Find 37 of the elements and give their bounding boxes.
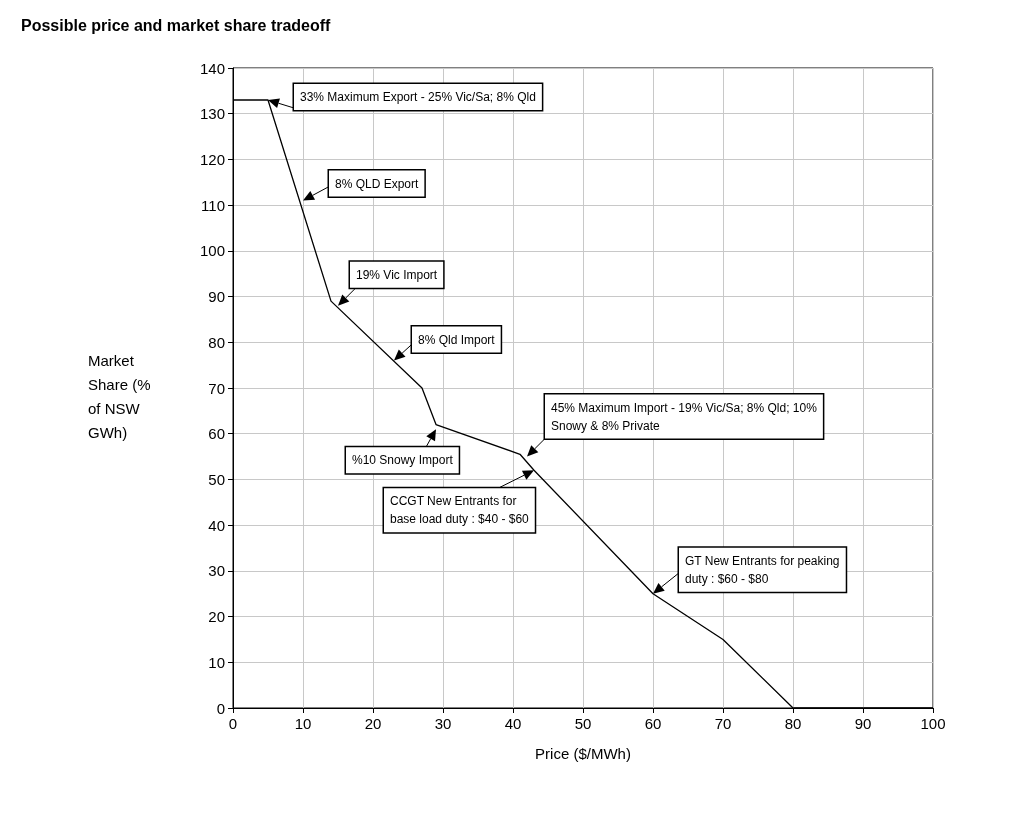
x-tick-label: 70 xyxy=(714,715,732,732)
y-tick-label: 10 xyxy=(208,653,225,671)
x-tick-label: 80 xyxy=(784,715,802,732)
annotation: 33% Maximum Export - 25% Vic/Sa; 8% Qld xyxy=(300,90,536,104)
y-tick-label: 40 xyxy=(208,516,225,534)
x-tick-label: 50 xyxy=(574,715,592,732)
y-tick-label: 100 xyxy=(199,242,225,260)
x-tick-label: 100 xyxy=(920,715,946,732)
y-tick-label: 110 xyxy=(201,196,225,214)
annotation: %10 Snowy Import xyxy=(352,453,454,468)
y-tick-label: 130 xyxy=(199,105,225,123)
x-tick-label: 90 xyxy=(854,715,872,732)
x-tick-label: 40 xyxy=(504,715,522,732)
x-tick-label: 20 xyxy=(364,715,382,732)
y-tick-label: 60 xyxy=(208,425,225,443)
annotation: 19% Vic Import xyxy=(356,267,438,282)
annotation: GT New Entrants for peaking duty : $60 - $80 xyxy=(685,553,840,586)
y-tick-label: 30 xyxy=(208,562,225,580)
x-axis-title: Price ($/MWh) xyxy=(535,745,631,762)
y-tick-label: 80 xyxy=(208,333,225,351)
annotation: 8% QLD Export xyxy=(335,176,420,191)
x-tick-label: 10 xyxy=(294,715,312,732)
y-tick-label: 120 xyxy=(199,150,225,168)
y-tick-label: 50 xyxy=(208,470,225,488)
y-tick-label: 140 xyxy=(199,59,225,77)
chart-title: Possible price and market share tradeoff xyxy=(21,16,332,34)
annotation: 45% Maximum Import - 19% Vic/Sa; 8% Qld; 10% Snowy & 8% Private xyxy=(551,400,818,433)
y-tick-label: 20 xyxy=(208,608,225,626)
y-axis-title: Market Share (% of NSW GWh) xyxy=(88,351,155,441)
y-tick-label: 90 xyxy=(208,288,225,306)
y-tick-label: 0 xyxy=(216,699,225,717)
x-tick-label: 30 xyxy=(434,715,452,732)
y-tick-label: 70 xyxy=(208,379,225,397)
x-tick-label: 0 xyxy=(228,715,238,732)
annotation: 8% Qld Import xyxy=(418,332,496,347)
annotation: CCGT New Entrants for base load duty : $40 - $60 xyxy=(390,494,530,527)
x-tick-label: 60 xyxy=(644,715,662,732)
